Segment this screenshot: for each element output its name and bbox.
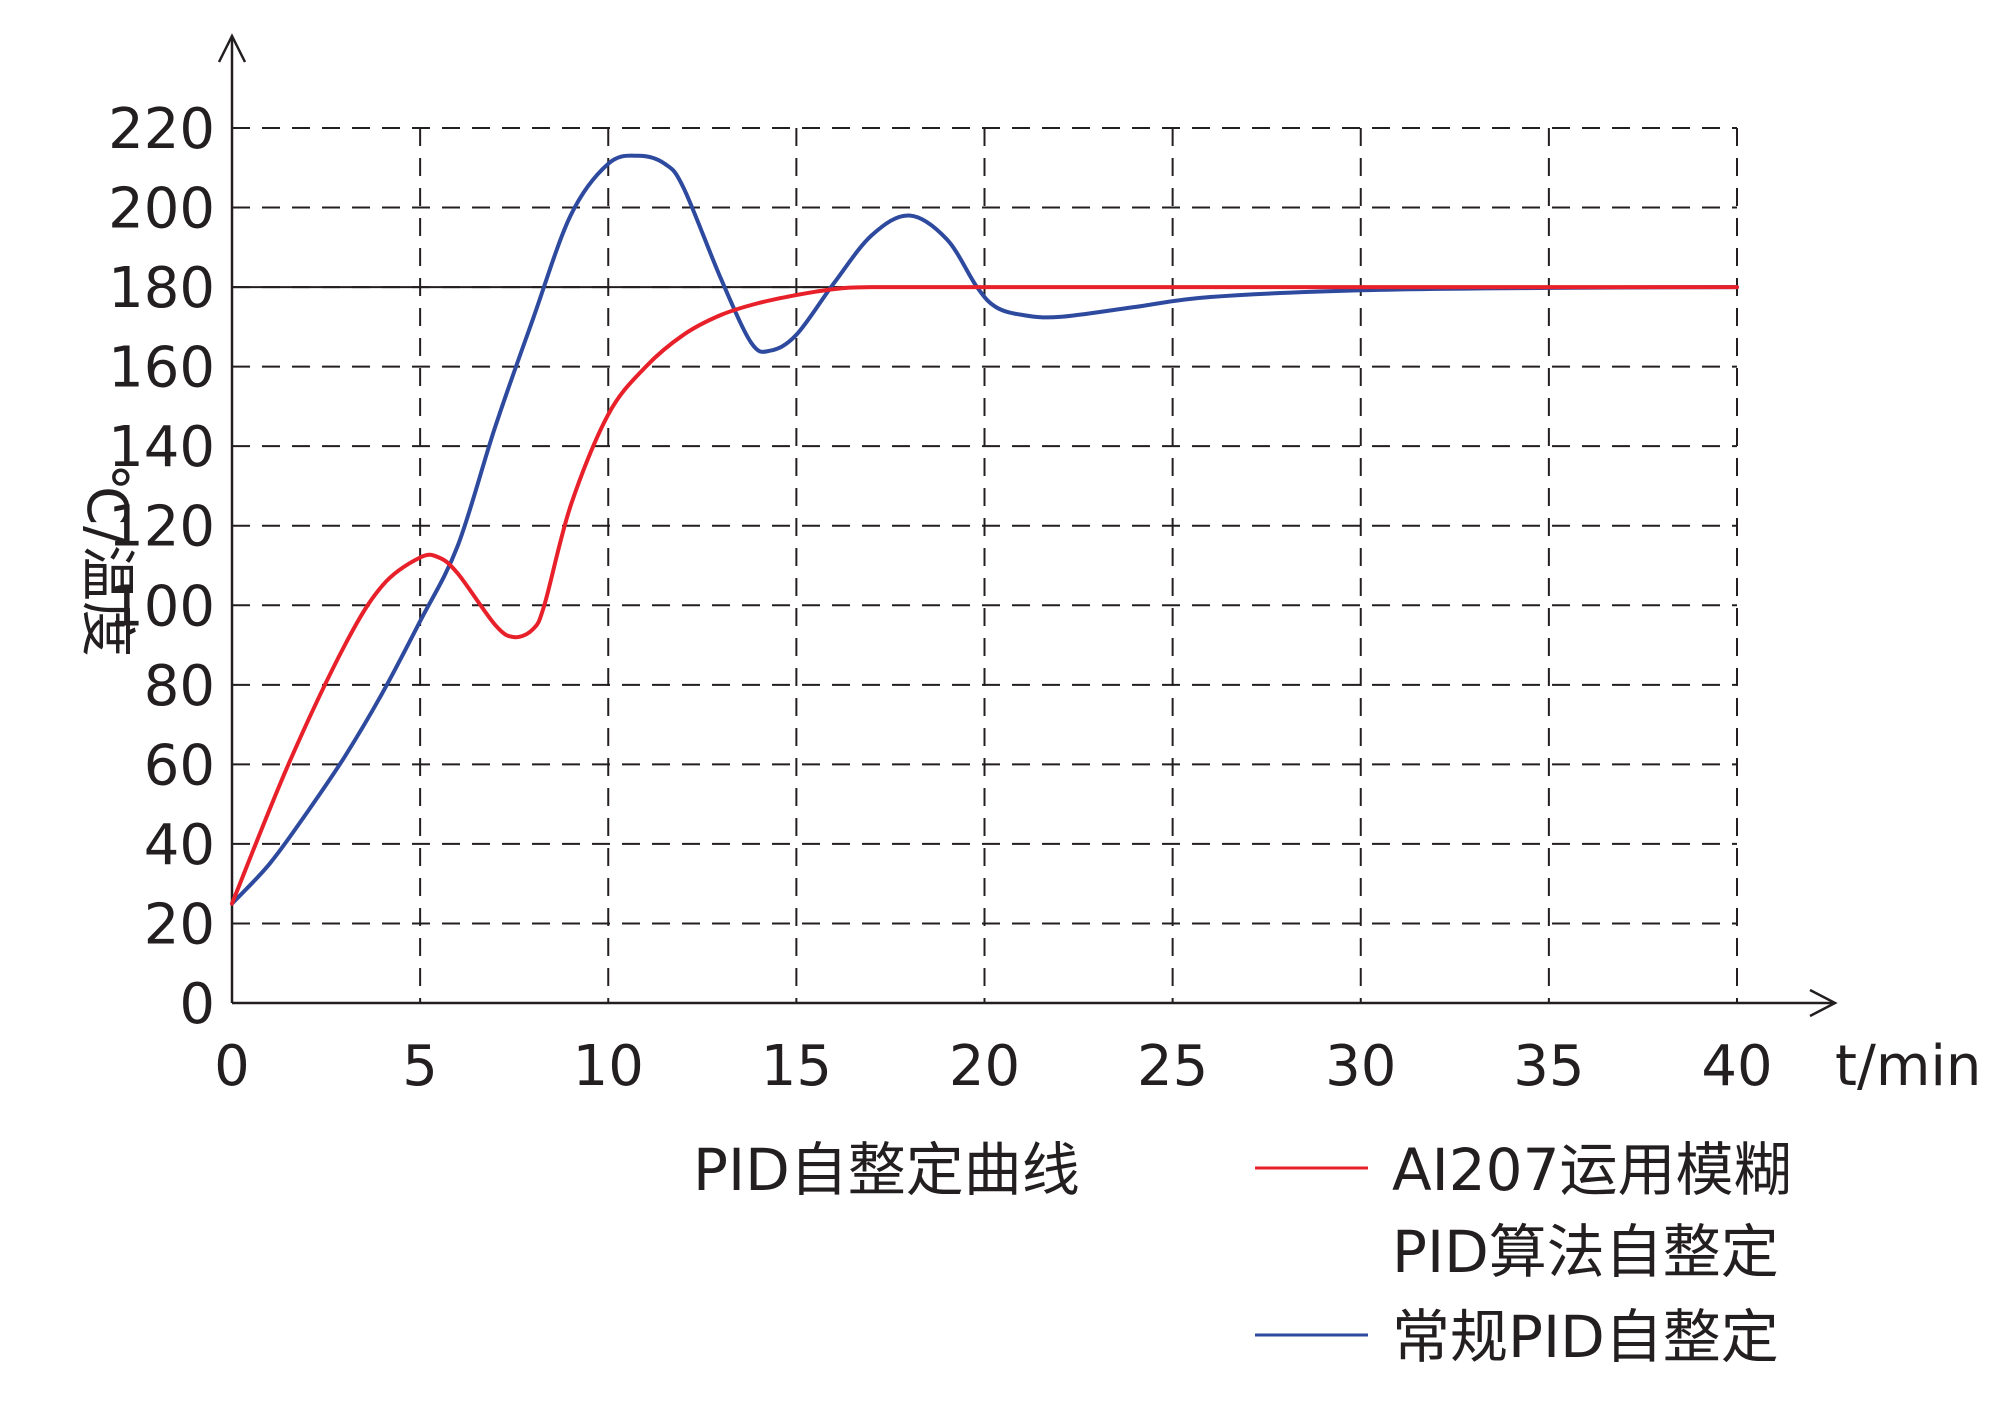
x-tick-label-15: 15 xyxy=(761,1034,832,1099)
y-axis-arrow xyxy=(217,33,247,63)
legend-label-fuzzy-pid-line1: AI207运用模糊 xyxy=(1392,1136,1792,1204)
y-tick-label-140: 140 xyxy=(108,415,215,480)
y-tick-label-160: 160 xyxy=(108,336,215,401)
legend: AI207运用模糊 PID算法自整定 常规PID自整定 xyxy=(1255,1136,1792,1371)
series-line-fuzzy-pid xyxy=(230,284,1739,906)
axes xyxy=(217,33,1838,1018)
y-tick-label-100: 100 xyxy=(108,574,215,639)
x-tick-label-20: 20 xyxy=(949,1034,1020,1099)
y-tick-label-0: 0 xyxy=(179,972,215,1037)
chart-title: PID自整定曲线 xyxy=(693,1136,1080,1204)
grid-lines xyxy=(232,127,1738,1003)
x-tick-labels: 0 5 10 15 20 25 30 35 40 xyxy=(214,1034,1772,1099)
y-tick-label-200: 200 xyxy=(108,177,215,242)
series-line-conventional-pid xyxy=(230,153,1739,906)
x-tick-label-30: 30 xyxy=(1325,1034,1396,1099)
x-tick-label-0: 0 xyxy=(214,1034,250,1099)
y-tick-labels: 0 20 40 60 80 100 120 140 160 180 200 220 xyxy=(108,97,215,1037)
x-tick-label-5: 5 xyxy=(402,1034,438,1099)
x-axis-label: t/min xyxy=(1835,1034,1981,1099)
y-tick-label-40: 40 xyxy=(144,813,215,878)
y-tick-label-20: 20 xyxy=(144,892,215,957)
legend-label-fuzzy-pid-line2: PID算法自整定 xyxy=(1392,1218,1779,1286)
y-axis-label: ℃/温度 xyxy=(74,463,139,657)
y-tick-label-60: 60 xyxy=(144,733,215,798)
x-tick-label-10: 10 xyxy=(573,1034,644,1099)
y-tick-label-180: 180 xyxy=(108,256,215,321)
series-lines xyxy=(230,153,1739,906)
y-tick-label-220: 220 xyxy=(108,97,215,162)
legend-label-conventional-pid: 常规PID自整定 xyxy=(1392,1303,1779,1371)
x-tick-label-25: 25 xyxy=(1137,1034,1208,1099)
x-axis-arrow xyxy=(1809,988,1838,1018)
x-tick-label-40: 40 xyxy=(1701,1034,1772,1099)
y-tick-label-80: 80 xyxy=(144,654,215,719)
y-tick-label-120: 120 xyxy=(108,495,215,560)
x-tick-label-35: 35 xyxy=(1513,1034,1584,1099)
